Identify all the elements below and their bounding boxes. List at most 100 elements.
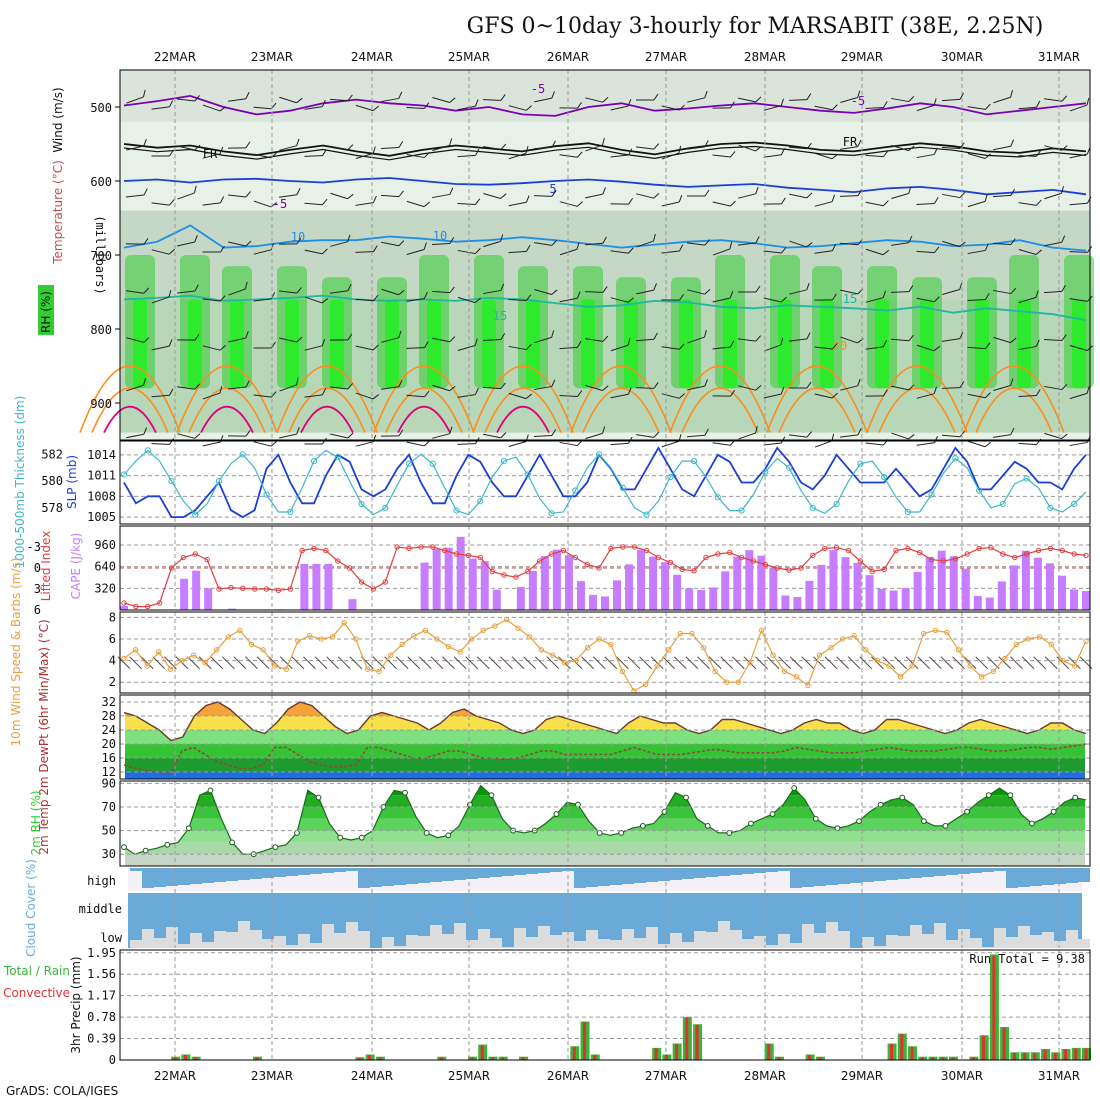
cloud-high-bar: [958, 868, 970, 874]
barb-feather: [857, 90, 861, 98]
wind-barb: [406, 390, 430, 398]
cape-bar: [829, 550, 838, 610]
surface-wind-barb: [442, 656, 455, 670]
barb-shaft: [482, 99, 502, 101]
rh-tick-label: 30: [102, 847, 116, 861]
barb-shaft: [712, 248, 731, 256]
cloud-high-bar: [442, 868, 454, 881]
barb-feather: [908, 384, 915, 391]
barb-feather: [679, 293, 685, 301]
thickness-point: [572, 487, 579, 494]
wind-barb: [228, 281, 248, 296]
cloud-high-bar: [466, 868, 478, 879]
cloud-low-bar: [634, 938, 646, 948]
date-label-top: 26MAR: [547, 50, 589, 64]
thickness-point: [310, 457, 318, 465]
cloud-high-bar: [550, 868, 562, 872]
wind-barb: [381, 288, 405, 296]
cloud-high-bar: [1066, 868, 1078, 883]
barb-shaft: [1069, 104, 1088, 112]
cloud-high-bar: [778, 868, 790, 871]
li-point: [145, 603, 151, 610]
barb-feather: [678, 195, 683, 203]
barb-feather: [143, 139, 147, 147]
cape-bar: [468, 558, 477, 610]
barb-shaft: [533, 146, 553, 150]
barb-feather: [373, 294, 379, 302]
rh-point: [683, 794, 689, 801]
barb-feather: [806, 142, 812, 150]
y-tick-label: 900: [90, 397, 112, 411]
barb-feather: [220, 245, 225, 253]
barb-feather: [959, 92, 964, 100]
surface-wind-barb: [952, 656, 965, 670]
wind-barb: [151, 248, 175, 255]
surface-wind-barb: [384, 656, 397, 670]
wind-speed-point: [909, 663, 915, 669]
barb-shaft: [789, 434, 807, 438]
wind-speed-point: [144, 663, 150, 669]
rh-saturated-column: [385, 299, 399, 389]
wind-speed-point: [121, 655, 127, 662]
barb-shaft: [406, 298, 425, 302]
precip-convective-bar: [685, 1017, 689, 1060]
surface-wind-barb: [905, 656, 919, 670]
thickness-tick-label: 578: [41, 501, 63, 515]
barb-shaft: [330, 241, 348, 247]
li-point: [762, 561, 769, 568]
barb-feather: [857, 139, 862, 147]
barb-feather: [449, 426, 453, 434]
cape-tick-label: 320: [94, 581, 116, 595]
cloud-high-bar: [850, 868, 862, 883]
barb-shaft: [533, 435, 553, 437]
li-point: [845, 547, 852, 554]
barb-shaft: [636, 434, 654, 438]
cloud-low-bar: [130, 940, 142, 948]
barb-shaft: [814, 440, 833, 448]
barb-feather: [194, 95, 200, 102]
precip-tick-label: 1.17: [87, 989, 116, 1003]
li-point: [667, 559, 674, 566]
li-point: [192, 551, 198, 557]
barb-feather: [424, 341, 429, 348]
barb-feather: [500, 143, 507, 150]
barb-shaft: [126, 337, 144, 343]
li-point: [1071, 551, 1077, 557]
wind-barb: [330, 432, 354, 439]
barb-shaft: [457, 443, 476, 445]
cape-bar: [661, 562, 670, 610]
li-point: [727, 549, 733, 556]
rh-point: [402, 789, 408, 796]
li-point: [620, 544, 626, 550]
cape-bar: [204, 588, 213, 610]
cape-bar: [877, 588, 886, 610]
precip-convective-bar: [583, 1022, 587, 1060]
cloud-high-bar: [754, 868, 766, 873]
surface-wind-barb: [210, 656, 224, 670]
barb-shaft: [661, 250, 680, 254]
rh-point: [142, 847, 149, 854]
barb-shaft: [1018, 345, 1037, 351]
barb-shaft: [967, 393, 986, 399]
barb-shaft: [610, 442, 629, 446]
barb-feather: [806, 282, 810, 290]
barb-feather: [1036, 150, 1042, 157]
wind-barb: [355, 392, 380, 400]
surface-wind-barb: [500, 656, 513, 670]
rh-point: [856, 818, 862, 825]
barb-feather: [959, 192, 966, 198]
cloud-high-bar: [742, 868, 754, 874]
barb-feather: [959, 331, 964, 339]
wind-barb: [992, 188, 1015, 198]
cloud-low-bar: [718, 921, 730, 948]
isotherm-30: [200, 405, 254, 434]
cloud-high-bar: [526, 868, 538, 874]
wind-speed-point: [295, 638, 301, 644]
barb-feather: [193, 185, 197, 194]
barb-shaft: [585, 97, 603, 103]
precip-convective-bar: [501, 1057, 505, 1060]
cloud-low-bar: [646, 927, 658, 948]
wind-barb: [202, 146, 224, 159]
precip-tick-label: 0.78: [87, 1010, 116, 1024]
surface-wind-barb: [476, 656, 490, 670]
